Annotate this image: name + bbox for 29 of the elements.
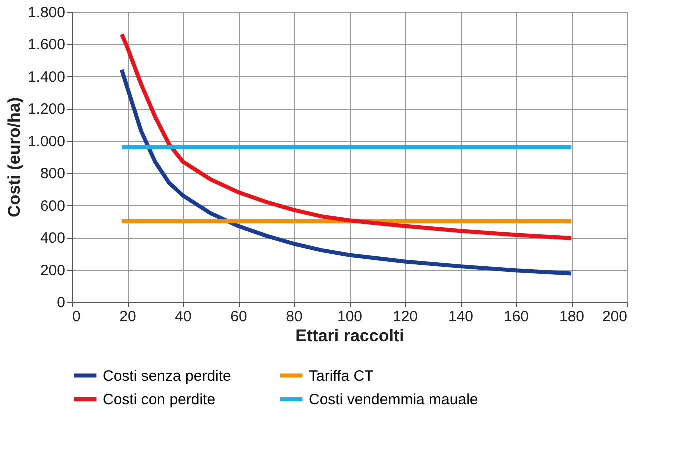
y-axis-title: Costi (euro/ha) (4, 98, 24, 218)
y-tick-label: 600 (40, 198, 66, 215)
x-tick-label: 100 (337, 308, 363, 326)
legend-label: Costi senza perdite (103, 368, 232, 385)
y-tick-label: 0 (57, 294, 66, 312)
x-tick-label: 160 (504, 308, 530, 326)
y-tick-label: 1.000 (28, 133, 66, 150)
line-series (120, 68, 574, 276)
y-tick-label: 1.200 (28, 101, 66, 118)
x-tick-label: 140 (448, 308, 474, 326)
legend-label: Costi vendemmia mauale (309, 392, 478, 408)
x-tick-label: 0 (72, 308, 81, 326)
legend-label: Tariffa CT (309, 368, 374, 385)
y-tick-label: 1.600 (28, 36, 66, 54)
line-series (120, 32, 574, 240)
y-tick-label: 200 (40, 262, 66, 280)
x-axis-title: Ettari raccolti (296, 326, 404, 346)
y-tick-label: 400 (40, 230, 66, 248)
legend-label: Costi con perdite (103, 392, 216, 408)
x-tick-label: 80 (286, 308, 303, 326)
x-tick-label: 200 (602, 308, 628, 326)
x-tick-label: 180 (559, 308, 585, 326)
x-tick-label: 20 (120, 308, 136, 326)
y-tick-label: 1.400 (28, 68, 66, 86)
x-tick-label: 60 (230, 308, 248, 326)
y-tick-label: 800 (40, 166, 66, 183)
x-tick-label: 40 (175, 308, 192, 326)
x-tick-label: 120 (392, 308, 418, 326)
y-tick-label: 1.800 (28, 4, 66, 22)
